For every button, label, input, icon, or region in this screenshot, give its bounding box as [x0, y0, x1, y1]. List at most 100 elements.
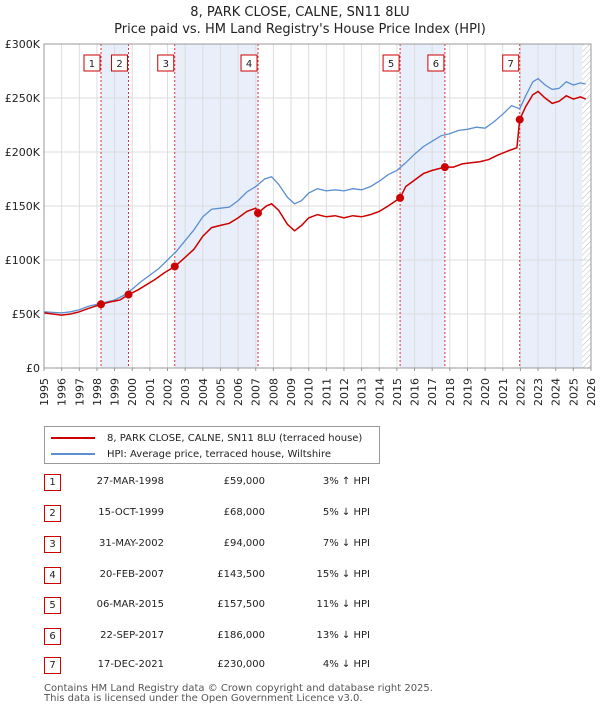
table-row: 4 20-FEB-2007 £143,500 15% ↓ HPI	[0, 567, 600, 587]
x-tick-label: 1999	[109, 378, 122, 406]
sale-number-badge: 2	[44, 505, 61, 522]
x-tick-label: 2012	[338, 378, 351, 406]
footer-attribution: Contains HM Land Registry data © Crown c…	[44, 684, 433, 704]
sale-label-text: 3	[163, 59, 169, 70]
legend-item-hpi: HPI: Average price, terraced house, Wilt…	[51, 446, 331, 462]
sale-hpi-diff: 13% ↓ HPI	[270, 630, 370, 641]
sale-label-box: 4	[241, 55, 257, 71]
y-tick-label: £150K	[5, 200, 41, 213]
x-tick-label: 2016	[409, 378, 422, 406]
sale-label-box: 1	[84, 55, 100, 71]
x-tick-label: 2017	[426, 378, 439, 406]
x-tick-label: 2019	[461, 378, 474, 406]
chart-legend: 8, PARK CLOSE, CALNE, SN11 8LU (terraced…	[44, 426, 380, 464]
sale-label-text: 4	[246, 59, 252, 70]
sale-number-badge: 6	[44, 628, 61, 645]
table-row: 6 22-SEP-2017 £186,000 13% ↓ HPI	[0, 628, 600, 648]
sale-date: 06-MAR-2015	[84, 599, 164, 610]
x-tick-label: 2011	[320, 378, 333, 406]
y-tick-label: £200K	[5, 146, 41, 159]
sale-date: 20-FEB-2007	[84, 569, 164, 580]
sale-label-text: 2	[116, 59, 122, 70]
table-row: 1 27-MAR-1998 £59,000 3% ↑ HPI	[0, 474, 600, 494]
sale-point	[171, 262, 179, 270]
x-tick-label: 2022	[514, 378, 527, 406]
sale-hpi-diff: 4% ↓ HPI	[270, 659, 370, 670]
x-tick-label: 1995	[38, 378, 51, 406]
sale-hpi-diff: 7% ↓ HPI	[270, 538, 370, 549]
sale-hpi-diff: 15% ↓ HPI	[270, 569, 370, 580]
sale-number-badge: 7	[44, 657, 61, 674]
sale-label-box: 7	[503, 55, 519, 71]
sale-label-text: 5	[388, 59, 394, 70]
x-tick-label: 2005	[214, 378, 227, 406]
sale-date: 31-MAY-2002	[84, 538, 164, 549]
x-tick-label: 2007	[250, 378, 263, 406]
x-tick-label: 1996	[56, 378, 69, 406]
table-row: 7 17-DEC-2021 £230,000 4% ↓ HPI	[0, 657, 600, 677]
sale-hpi-diff: 5% ↓ HPI	[270, 507, 370, 518]
sale-hpi-diff: 3% ↑ HPI	[270, 476, 370, 487]
sale-label-box: 2	[112, 55, 128, 71]
sale-price: £157,500	[180, 599, 265, 610]
x-tick-label: 2015	[391, 378, 404, 406]
x-tick-label: 2009	[285, 378, 298, 406]
x-tick-label: 2006	[232, 378, 245, 406]
x-tick-label: 2010	[303, 378, 316, 406]
x-tick-label: 2001	[144, 378, 157, 406]
x-tick-label: 2000	[126, 378, 139, 406]
sale-point	[516, 116, 524, 124]
legend-swatch-property	[51, 437, 95, 439]
sale-date: 22-SEP-2017	[84, 630, 164, 641]
table-row: 3 31-MAY-2002 £94,000 7% ↓ HPI	[0, 536, 600, 556]
price-chart: 1 2 3 4 5 6 7 £0 £50K £100K £150K £200K £250K £300K 19…	[0, 0, 600, 420]
sale-point	[254, 209, 262, 217]
y-tick-label: £0	[26, 362, 40, 375]
x-tick-label: 2014	[373, 378, 386, 406]
sale-hpi-diff: 11% ↓ HPI	[270, 599, 370, 610]
sale-label-text: 6	[433, 59, 439, 70]
legend-label-hpi: HPI: Average price, terraced house, Wilt…	[107, 449, 331, 460]
x-tick-label: 2003	[179, 378, 192, 406]
x-tick-label: 2024	[550, 378, 563, 406]
y-tick-label: £250K	[5, 92, 41, 105]
sale-label-text: 7	[508, 59, 514, 70]
sale-point	[97, 300, 105, 308]
y-tick-label: £100K	[5, 254, 41, 267]
x-tick-label: 2026	[585, 378, 598, 406]
x-tick-label: 2004	[197, 378, 210, 406]
sale-date: 17-DEC-2021	[84, 659, 164, 670]
sale-label-box: 5	[383, 55, 399, 71]
sale-number-badge: 1	[44, 474, 61, 491]
sale-label-text: 1	[89, 59, 95, 70]
x-tick-label: 2023	[532, 378, 545, 406]
sale-price: £59,000	[180, 476, 265, 487]
sale-point	[396, 194, 404, 202]
x-tick-label: 2025	[567, 378, 580, 406]
sale-date: 27-MAR-1998	[84, 476, 164, 487]
sale-point	[441, 163, 449, 171]
x-tick-label: 2013	[356, 378, 369, 406]
x-tick-label: 2018	[444, 378, 457, 406]
x-tick-label: 2020	[479, 378, 492, 406]
legend-swatch-hpi	[51, 453, 95, 455]
sale-label-box: 3	[158, 55, 174, 71]
sale-price: £230,000	[180, 659, 265, 670]
sale-number-badge: 3	[44, 536, 61, 553]
legend-item-property: 8, PARK CLOSE, CALNE, SN11 8LU (terraced…	[51, 430, 362, 446]
footer-line-2: This data is licensed under the Open Gov…	[44, 694, 433, 704]
x-tick-label: 2021	[497, 378, 510, 406]
sale-price: £94,000	[180, 538, 265, 549]
sale-number-badge: 4	[44, 567, 61, 584]
x-tick-label: 1998	[91, 378, 104, 406]
legend-label-property: 8, PARK CLOSE, CALNE, SN11 8LU (terraced…	[107, 433, 362, 444]
y-tick-label: £50K	[12, 308, 41, 321]
sale-price: £68,000	[180, 507, 265, 518]
x-tick-label: 2008	[267, 378, 280, 406]
x-tick-label: 1997	[73, 378, 86, 406]
sale-number-badge: 5	[44, 597, 61, 614]
sale-price: £186,000	[180, 630, 265, 641]
sale-point	[125, 291, 133, 299]
sale-date: 15-OCT-1999	[84, 507, 164, 518]
table-row: 5 06-MAR-2015 £157,500 11% ↓ HPI	[0, 597, 600, 617]
